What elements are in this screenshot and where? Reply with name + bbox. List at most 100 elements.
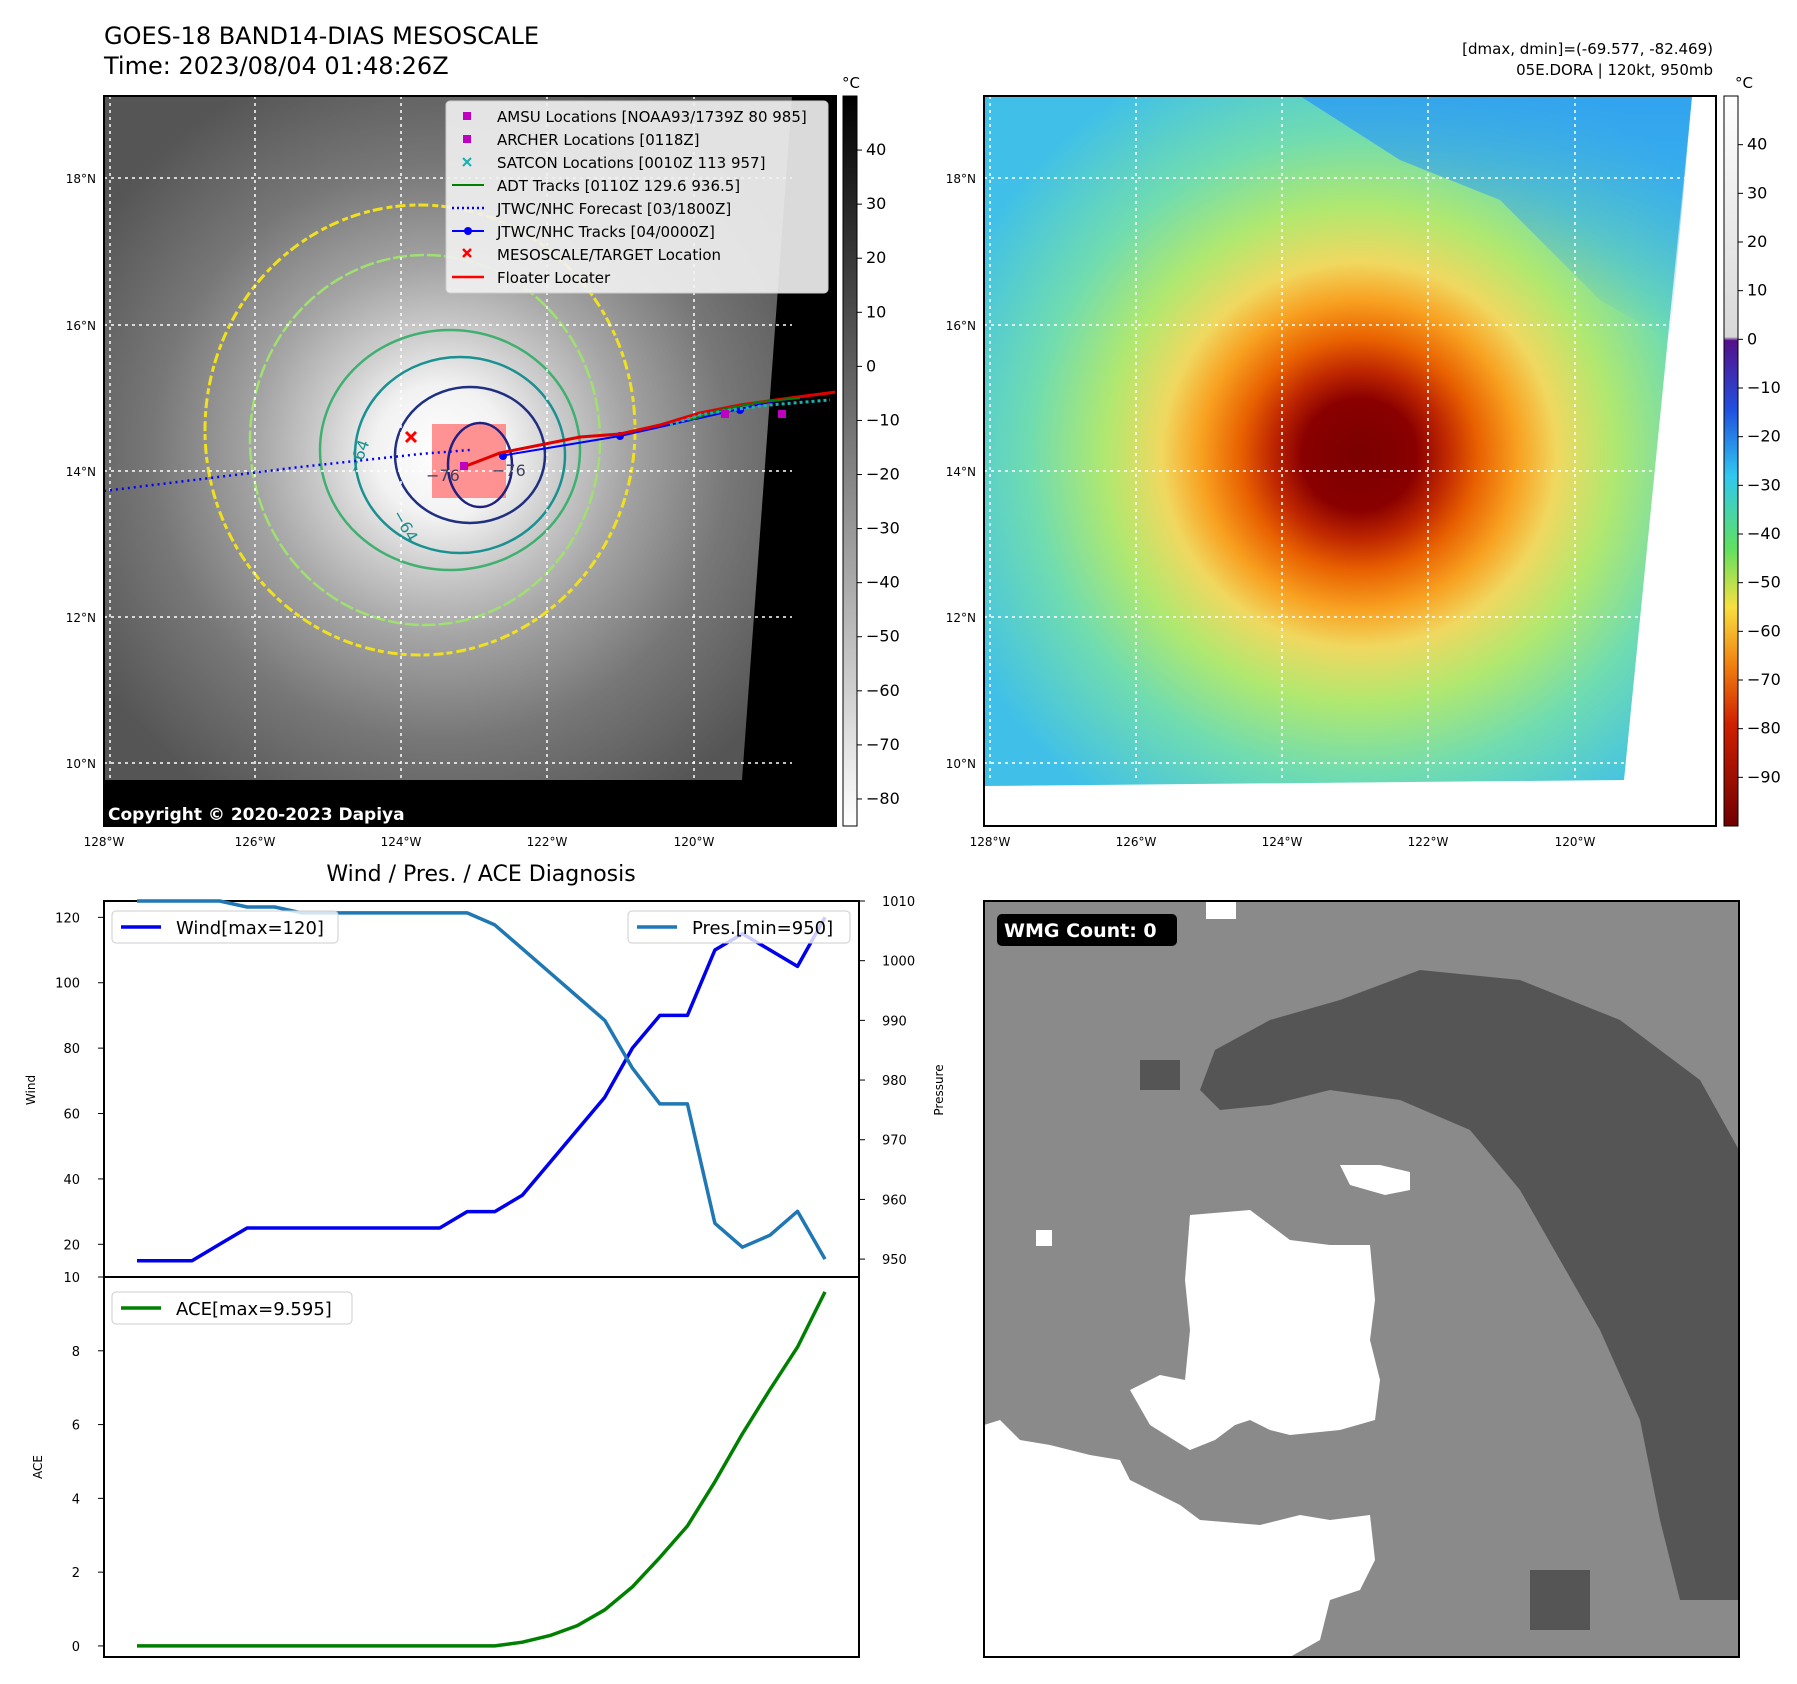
legend-label-wind: Wind[max=120] [176,918,324,939]
copyright-label: Copyright © 2020-2023 Dapiya [108,805,405,825]
legend-label-pressure: Pres.[min=950] [692,918,833,939]
wmg-panel: WMG Count: 0 [983,900,1740,1658]
colorbar-tick-label: 20 [866,248,886,267]
colorbar-tick-label: −50 [866,627,900,646]
y-right-tick-label: 1000 [882,955,915,970]
wmg-white-region [1036,1230,1052,1246]
y-tick-label: 80 [63,1042,80,1057]
colorbar-unit: °C [842,74,860,92]
lat-label: 18°N [66,172,96,186]
ace-axis-label: ACE [31,1455,45,1479]
y-tick-label: 120 [55,911,80,926]
colorbar-tick-label: −40 [1747,524,1781,543]
legend-label: SATCON Locations [0010Z 113 957] [497,154,765,172]
colorbar-tick-label: −60 [1747,621,1781,640]
y-tick-label: 20 [63,1238,80,1253]
lon-label: 124°W [381,835,422,849]
y-tick-label: 6 [72,1419,80,1434]
legend-marker-satcon [462,157,472,167]
wmg-white-region [1206,901,1236,919]
colorbar-tick-label: 40 [866,140,886,159]
lon-label: 120°W [1555,835,1596,849]
colorbar-tick-label: 30 [866,194,886,213]
lon-label: 128°W [84,835,125,849]
wmg-white-region [1340,1165,1410,1195]
lat-label: 16°N [946,319,976,333]
lon-label: 126°W [1116,835,1157,849]
wmg-count-label: WMG Count: 0 [1004,920,1157,942]
colorbar-tick-label: −10 [1747,378,1781,397]
mesoscale-target-marker [404,430,418,444]
wmg-white-region [1130,1210,1380,1450]
lat-label: 18°N [946,172,976,186]
colorbar-tick-label: −80 [866,789,900,808]
wmg-dark-region [1530,1570,1590,1630]
wmg-white-region [984,1420,1375,1657]
amsu-location-marker [721,410,729,418]
ace-panel: ACE 0 2 4 6 8 10 ACE[max=9.595] [31,1271,860,1658]
jtwc-forecast-line [103,448,471,493]
y-tick-label: 8 [72,1345,80,1360]
colorbar-tick-label: 0 [1747,329,1757,348]
colorbar-tick-label: −20 [866,465,900,484]
lat-label: 12°N [946,611,976,625]
colorbar-unit: °C [1735,74,1753,92]
y-tick-label: 0 [72,1640,80,1655]
legend-label: JTWC/NHC Tracks [04/0000Z] [496,223,715,241]
y-tick-label: 40 [63,1173,80,1188]
contour-label: −76 [492,461,526,480]
colorbar-tick-label: −90 [1747,767,1781,786]
lon-label: 124°W [1262,835,1303,849]
colorbar-tick-label: −20 [1747,427,1781,446]
colorbar-tick-label: −30 [866,519,900,538]
mesoscale-target-box [432,424,506,498]
contour-teal [353,355,567,555]
satcon-locations [669,398,831,427]
wmg-dark-region [1200,970,1739,1600]
legend-label: AMSU Locations [NOAA93/1739Z 80 985] [497,108,807,126]
map-legend: AMSU Locations [NOAA93/1739Z 80 985] ARC… [445,100,829,294]
legend-label: Floater Locater [497,269,611,287]
map-left-lat-labels: 18°N 16°N 14°N 12°N 10°N [66,172,96,771]
y-tick-label: 60 [63,1108,80,1123]
contour-dark-blue-inner [446,421,514,509]
y-right-tick-label: 980 [882,1074,907,1089]
gray-colorbar: °C 40 30 20 10 0 −10 −20 −30 −40 −50 −60 −70 −80 [842,74,900,827]
series-line-wind [137,916,827,1263]
contour-label: −76 [426,466,460,485]
lon-label: 128°W [970,835,1011,849]
legend-label: ADT Tracks [0110Z 129.6 936.5] [497,177,740,195]
amsu-location-marker [778,410,786,418]
colorbar-tick-label: 0 [866,356,876,375]
amsu-location-marker [460,462,468,470]
colorbar-tick-label: 10 [866,302,886,321]
ir-color-map [983,95,1717,827]
lat-label: 10°N [66,757,96,771]
wind-axis-label: Wind [24,1075,38,1105]
colorbar-tick-label: 30 [1747,183,1767,202]
y-tick-label: 100 [55,977,80,992]
y-tick-label: 4 [72,1492,80,1507]
contour-dark-blue-outer [393,385,547,525]
pressure-axis-label: Pressure [932,1064,946,1115]
y-right-tick-label: 970 [882,1134,907,1149]
colorbar-tick-label: −60 [866,681,900,700]
figure-title: GOES-18 BAND14-DIAS MESOSCALE [104,22,539,50]
figure-time: Time: 2023/08/04 01:48:26Z [103,52,449,80]
lon-label: 126°W [235,835,276,849]
y-tick-label: 10 [63,1271,80,1286]
map-right-grid [984,96,1692,780]
y-right-tick-label: 1010 [882,895,915,910]
map-left-lon-labels: 128°W 126°W 124°W 122°W 120°W [84,835,715,849]
wind-pressure-panel: Wind Pressure 20 40 60 80 100 120 950 960 970 98… [24,895,946,1278]
y-right-tick-label: 990 [882,1014,907,1029]
legend-marker-archer [463,135,471,143]
y-right-tick-label: 950 [882,1253,907,1268]
diagnosis-title: Wind / Pres. / ACE Diagnosis [326,862,635,887]
colorbar-tick-label: 10 [1747,281,1767,300]
colorbar-tick-label: −10 [866,410,900,429]
map-right-lon-labels: 128°W 126°W 124°W 122°W 120°W [970,835,1596,849]
colorbar-tick-label: 20 [1747,232,1767,251]
colorbar-tick-label: 40 [1747,135,1767,154]
